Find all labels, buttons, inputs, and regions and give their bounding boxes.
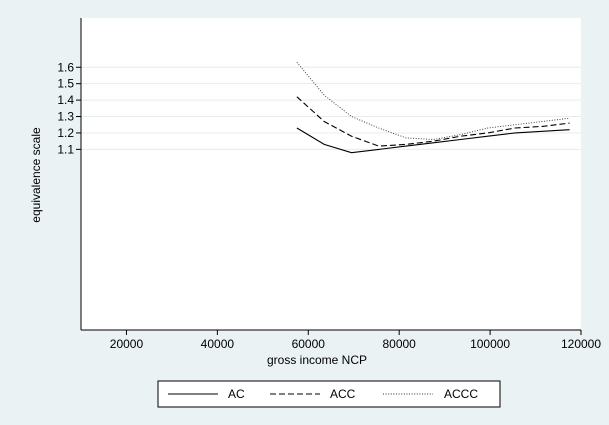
y-axis-label: equivalence scale — [29, 127, 43, 223]
y-tick-label-4: 1.5 — [57, 77, 74, 91]
y-tick-label-2: 1.3 — [57, 110, 74, 124]
y-tick-label-3: 1.4 — [57, 93, 74, 107]
x-tick-label-2: 60000 — [292, 337, 326, 351]
legend-label-ac: AC — [228, 387, 245, 401]
legend-label-acc: ACC — [330, 387, 356, 401]
x-axis-label: gross income NCP — [267, 353, 367, 367]
legend: AC ACC ACCC — [157, 380, 501, 408]
grid-lines — [81, 66, 581, 150]
series-line-ac — [296, 127, 570, 154]
x-tick-label-4: 100000 — [470, 337, 510, 351]
x-tick-label-5: 120000 — [561, 337, 601, 351]
series-line-acc — [296, 96, 570, 147]
legend-label-accc: ACCC — [444, 387, 478, 401]
axes: 1.1 1.2 1.3 1.4 1.5 1.6 20000 40000 60000 80000 10… — [57, 18, 601, 351]
x-tick-label-0: 20000 — [110, 337, 144, 351]
plot-area — [81, 18, 581, 330]
y-tick-label-1: 1.2 — [57, 126, 74, 140]
x-tick-label-3: 80000 — [382, 337, 416, 351]
x-tick-label-1: 40000 — [201, 337, 235, 351]
y-tick-label-5: 1.6 — [57, 60, 74, 74]
series-lines — [296, 62, 570, 154]
series-line-accc — [296, 62, 570, 140]
y-tick-label-0: 1.1 — [57, 142, 74, 156]
